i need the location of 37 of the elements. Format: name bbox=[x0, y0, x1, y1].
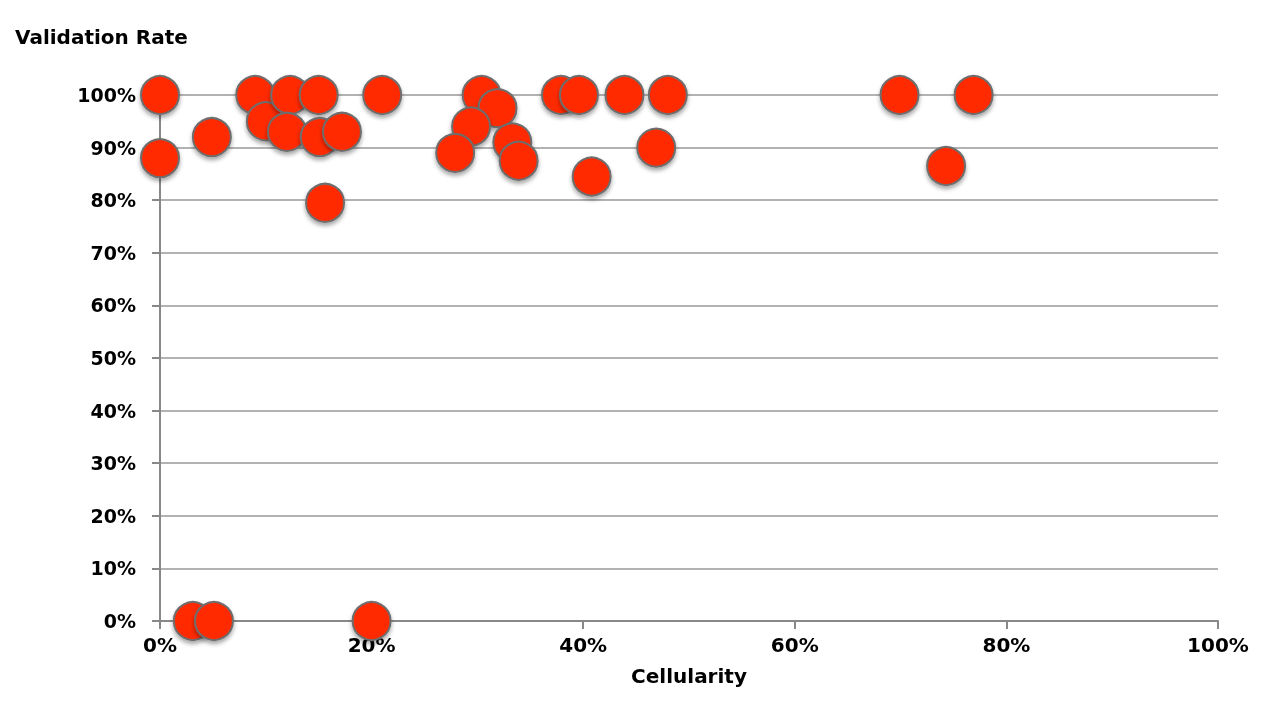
point bbox=[362, 75, 403, 115]
point bbox=[926, 146, 967, 186]
x-tick-label: 40% bbox=[559, 633, 608, 657]
point bbox=[305, 182, 346, 223]
y-tick-label: 30% bbox=[90, 452, 136, 475]
point bbox=[604, 75, 645, 115]
point bbox=[267, 111, 307, 152]
y-tick-label: 40% bbox=[90, 399, 136, 422]
y-tick-label: 50% bbox=[90, 347, 136, 369]
y-axis-title: Validation Rate bbox=[15, 25, 188, 49]
x-tick-label: 100% bbox=[1187, 633, 1249, 657]
point bbox=[194, 601, 234, 641]
point bbox=[571, 156, 612, 197]
point bbox=[559, 75, 599, 115]
point bbox=[191, 117, 232, 158]
point bbox=[435, 132, 476, 173]
x-tick-label: 60% bbox=[770, 633, 819, 657]
x-axis-title: Cellularity bbox=[631, 664, 747, 688]
point bbox=[647, 75, 688, 115]
point bbox=[140, 138, 180, 179]
y-tick-label: 20% bbox=[90, 504, 136, 527]
point bbox=[322, 111, 362, 152]
y-tick-label: 0% bbox=[103, 610, 136, 632]
point bbox=[879, 75, 920, 115]
y-tick-label: 90% bbox=[90, 136, 136, 159]
point bbox=[498, 140, 539, 181]
point bbox=[636, 127, 677, 168]
point bbox=[140, 75, 180, 115]
y-tick-label: 70% bbox=[90, 241, 136, 264]
x-tick-label: 0% bbox=[143, 633, 177, 657]
y-tick-label: 60% bbox=[90, 294, 136, 317]
point bbox=[953, 75, 994, 115]
point bbox=[298, 75, 339, 115]
x-tick-label: 80% bbox=[982, 633, 1031, 657]
y-tick-label: 10% bbox=[90, 557, 136, 580]
y-tick-label: 100% bbox=[77, 84, 136, 106]
y-tick-label: 80% bbox=[90, 189, 136, 212]
